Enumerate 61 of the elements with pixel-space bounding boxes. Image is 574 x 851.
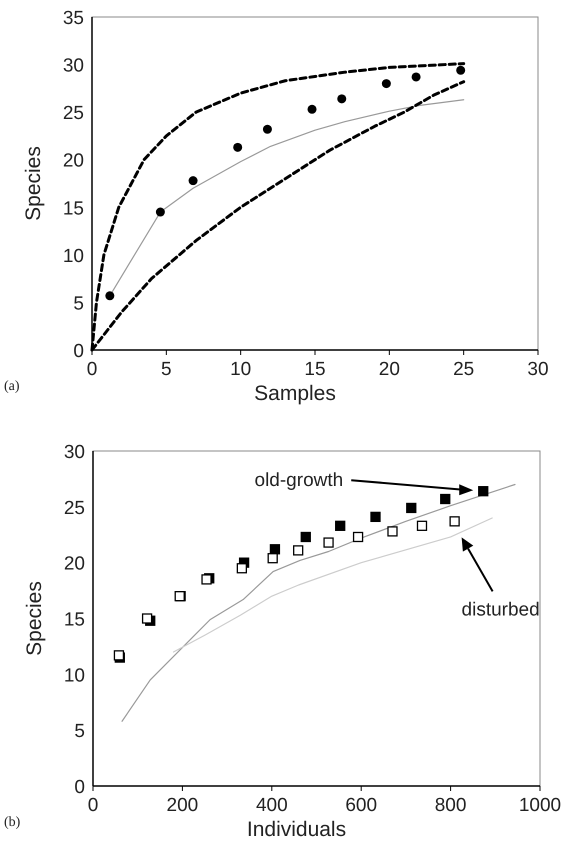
point xyxy=(440,494,450,504)
y-tick-label: 0 xyxy=(73,341,84,362)
legend-label: disturbed xyxy=(462,599,540,620)
point xyxy=(188,176,198,186)
x-tick-label: 25 xyxy=(453,359,474,380)
point xyxy=(323,537,334,548)
y-tick-label: 15 xyxy=(62,198,84,220)
point xyxy=(416,520,428,531)
y-tick-label: 30 xyxy=(64,442,85,463)
point xyxy=(337,94,346,104)
y-tick-label: 15 xyxy=(64,610,85,630)
x-tick-label: 400 xyxy=(256,795,288,816)
point xyxy=(233,142,242,152)
x-tick-label: 600 xyxy=(345,795,378,816)
y-axis-title: Species xyxy=(23,581,46,656)
point xyxy=(406,502,416,514)
point xyxy=(114,650,124,660)
x-tick-label: 30 xyxy=(527,359,549,380)
y-tick-label: 5 xyxy=(73,293,84,314)
point xyxy=(293,545,304,556)
x-tick-label: 20 xyxy=(378,359,400,380)
point xyxy=(156,208,165,217)
point xyxy=(387,526,398,537)
y-tick-label: 5 xyxy=(74,721,85,742)
y-tick-label: 10 xyxy=(62,246,84,267)
point xyxy=(308,104,317,114)
y-tick-label: 20 xyxy=(62,150,84,172)
point xyxy=(201,574,212,585)
y-tick-label: 30 xyxy=(62,56,84,77)
point xyxy=(370,512,381,522)
x-tick-label: 1000 xyxy=(518,795,562,816)
x-axis-title: Samples xyxy=(254,382,336,405)
point xyxy=(412,72,421,82)
x-tick-label: 5 xyxy=(161,359,172,380)
point xyxy=(478,486,488,496)
text: (a) xyxy=(4,379,20,394)
point xyxy=(262,124,272,134)
x-tick-label: 10 xyxy=(230,359,252,380)
point xyxy=(105,291,114,300)
x-tick-label: 800 xyxy=(434,795,466,816)
point xyxy=(352,532,364,542)
x-tick-label: 200 xyxy=(166,795,198,816)
y-tick-label: 20 xyxy=(64,554,85,575)
y-tick-label: 25 xyxy=(62,103,84,124)
y-tick-label: 10 xyxy=(64,665,85,686)
text: (b) xyxy=(4,815,21,830)
x-tick-label: 0 xyxy=(88,795,98,816)
x-tick-label: 15 xyxy=(304,359,326,380)
point xyxy=(236,563,247,574)
point xyxy=(382,79,391,88)
point xyxy=(456,66,466,75)
point xyxy=(335,520,346,531)
y-tick-label: 0 xyxy=(74,777,85,798)
point xyxy=(449,516,460,526)
point xyxy=(300,532,311,542)
point xyxy=(142,613,152,624)
series-label: old-growth xyxy=(254,470,344,492)
x-axis-title: Individuals xyxy=(246,818,346,841)
y-tick-label: 35 xyxy=(62,8,84,29)
y-tick-label: 25 xyxy=(64,498,85,519)
y-axis-title: Species xyxy=(22,146,45,221)
